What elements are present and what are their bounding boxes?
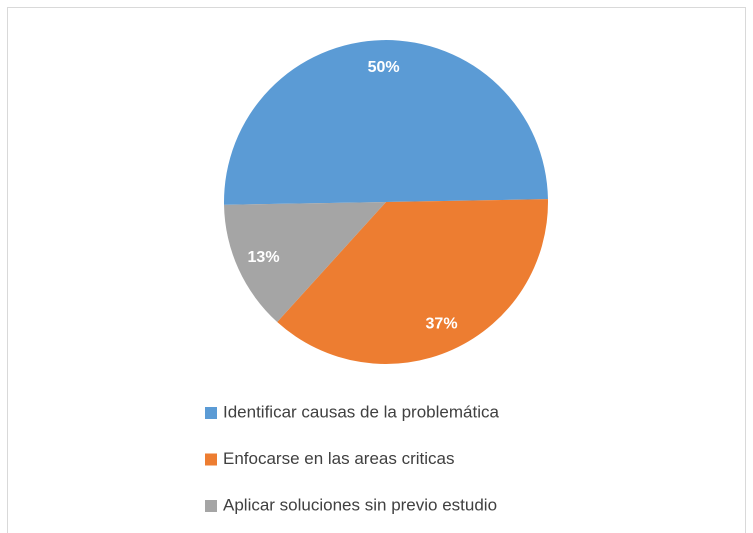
data-label: 13% <box>248 249 280 266</box>
pie-slice <box>277 199 548 364</box>
legend-label: Aplicar soluciones sin previo estudio <box>223 495 497 514</box>
legend-swatch <box>205 453 217 466</box>
pie-slice <box>224 202 386 323</box>
legend-label: Identificar causas de la problemática <box>223 402 499 421</box>
legend-label: Enfocarse en las areas criticas <box>223 449 455 468</box>
pie-slice <box>224 40 548 205</box>
data-label: 50% <box>368 59 400 76</box>
legend-swatch <box>205 407 217 419</box>
data-label: 37% <box>426 316 458 333</box>
legend-swatch <box>205 500 217 512</box>
